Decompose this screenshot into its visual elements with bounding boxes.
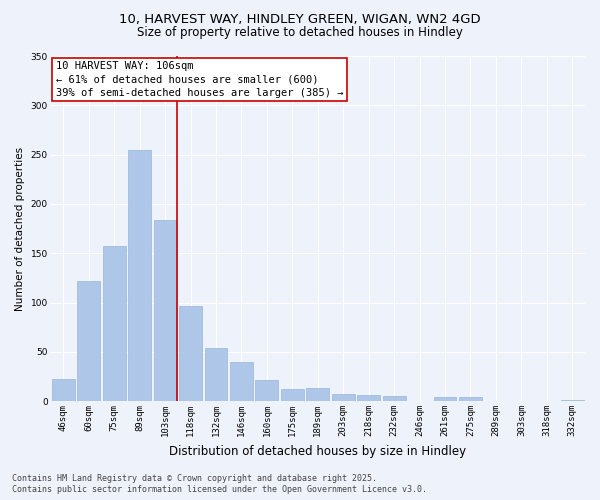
Bar [103,246,125,401]
Bar [154,220,176,401]
Text: Size of property relative to detached houses in Hindley: Size of property relative to detached ho… [137,26,463,39]
Text: 10, HARVEST WAY, HINDLEY GREEN, WIGAN, WN2 4GD: 10, HARVEST WAY, HINDLEY GREEN, WIGAN, W… [119,12,481,26]
Bar [179,306,202,401]
Bar [332,394,355,401]
Bar [561,400,584,401]
Bar [459,397,482,401]
Bar [77,281,100,401]
Bar [434,397,457,401]
Bar [230,362,253,401]
Bar [383,396,406,401]
Text: 10 HARVEST WAY: 106sqm
← 61% of detached houses are smaller (600)
39% of semi-de: 10 HARVEST WAY: 106sqm ← 61% of detached… [56,61,343,98]
Bar [205,348,227,401]
Y-axis label: Number of detached properties: Number of detached properties [15,146,25,310]
Bar [256,380,278,401]
Bar [357,395,380,401]
Bar [281,390,304,401]
Bar [307,388,329,401]
Bar [52,380,75,401]
Text: Contains HM Land Registry data © Crown copyright and database right 2025.
Contai: Contains HM Land Registry data © Crown c… [12,474,427,494]
Bar [128,150,151,401]
X-axis label: Distribution of detached houses by size in Hindley: Distribution of detached houses by size … [169,444,466,458]
